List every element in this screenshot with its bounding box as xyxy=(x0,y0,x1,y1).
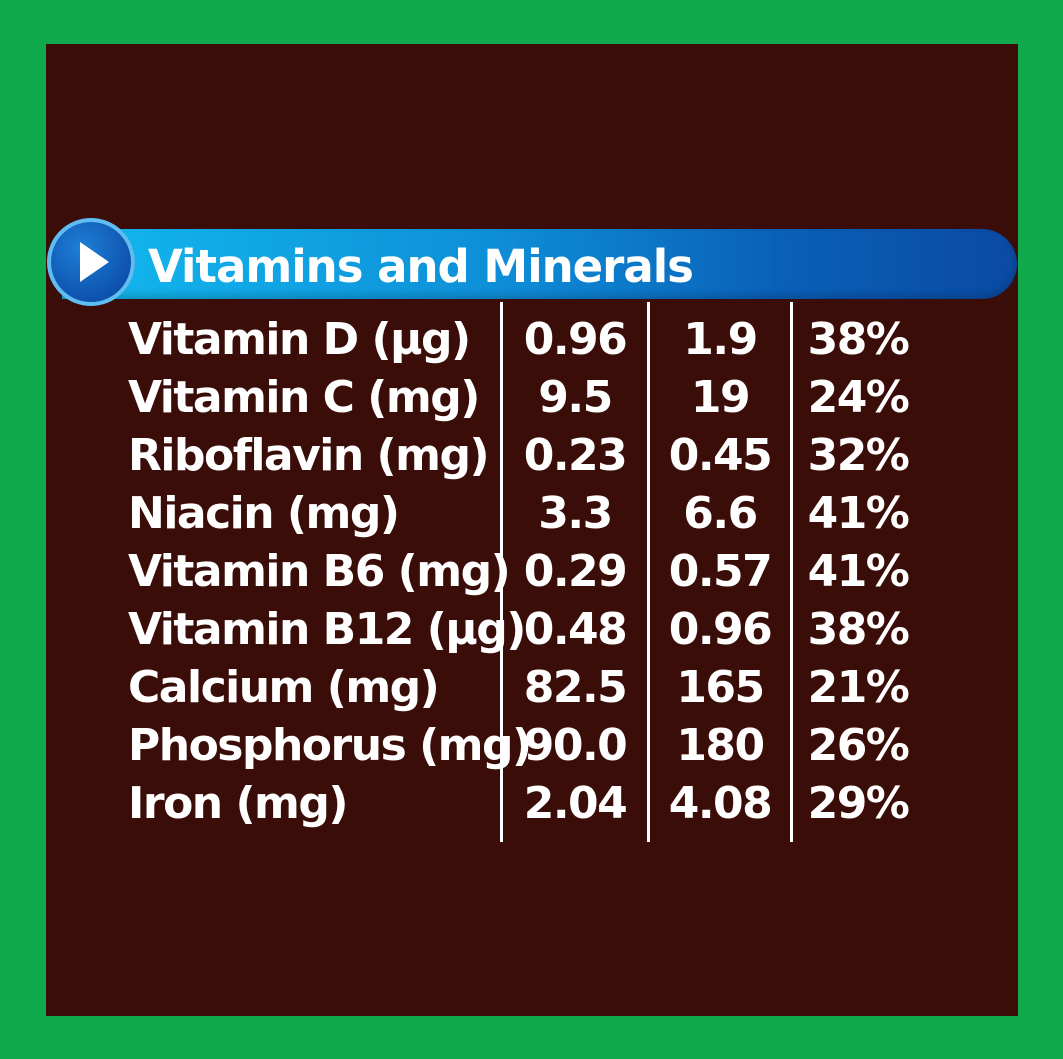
nutrient-name: Vitamin B6 (mg) xyxy=(128,546,511,597)
value-col1: 0.48 xyxy=(523,604,628,655)
value-col1: 3.3 xyxy=(538,488,613,539)
value-col2: 0.96 xyxy=(668,604,773,655)
nutrient-name: Phosphorus (mg) xyxy=(128,720,532,771)
table-row: Iron (mg) 2.04 4.08 29% xyxy=(0,775,1063,833)
table-row: Vitamin C (mg) 9.5 19 24% xyxy=(0,369,1063,427)
column-divider xyxy=(647,302,650,842)
value-col2: 0.57 xyxy=(668,546,773,597)
section-title: Vitamins and Minerals xyxy=(148,240,694,293)
value-col1: 90.0 xyxy=(523,720,628,771)
nutrient-name: Calcium (mg) xyxy=(128,662,440,713)
value-col1: 0.96 xyxy=(523,314,628,365)
column-divider xyxy=(500,302,503,842)
value-col1: 0.23 xyxy=(523,430,628,481)
value-col1: 2.04 xyxy=(523,778,628,829)
value-col2: 1.9 xyxy=(683,314,758,365)
value-col3: 26% xyxy=(807,720,910,771)
value-col3: 41% xyxy=(807,488,910,539)
table-row: Calcium (mg) 82.5 165 21% xyxy=(0,659,1063,717)
nutrient-name: Iron (mg) xyxy=(128,778,349,829)
column-divider xyxy=(790,302,793,842)
play-arrow-icon xyxy=(47,218,135,306)
table-row: Vitamin B6 (mg) 0.29 0.57 41% xyxy=(0,543,1063,601)
section-banner xyxy=(62,229,1017,299)
value-col2: 4.08 xyxy=(668,778,773,829)
table-row: Vitamin D (µg) 0.96 1.9 38% xyxy=(0,311,1063,369)
value-col2: 19 xyxy=(690,372,751,423)
value-col3: 32% xyxy=(807,430,910,481)
value-col3: 29% xyxy=(807,778,910,829)
table-row: Phosphorus (mg) 90.0 180 26% xyxy=(0,717,1063,775)
nutrient-name: Riboflavin (mg) xyxy=(128,430,490,481)
value-col3: 24% xyxy=(807,372,910,423)
nutrient-name: Vitamin B12 (µg) xyxy=(128,604,526,655)
content-panel xyxy=(46,44,1018,1016)
value-col1: 82.5 xyxy=(523,662,628,713)
nutrient-name: Niacin (mg) xyxy=(128,488,400,539)
value-col2: 6.6 xyxy=(683,488,758,539)
nutrient-name: Vitamin D (µg) xyxy=(128,314,471,365)
value-col2: 0.45 xyxy=(668,430,773,481)
nutrient-name: Vitamin C (mg) xyxy=(128,372,480,423)
value-col1: 9.5 xyxy=(538,372,613,423)
table-row: Niacin (mg) 3.3 6.6 41% xyxy=(0,485,1063,543)
value-col3: 38% xyxy=(807,314,910,365)
table-row: Vitamin B12 (µg) 0.48 0.96 38% xyxy=(0,601,1063,659)
value-col1: 0.29 xyxy=(523,546,628,597)
value-col3: 41% xyxy=(807,546,910,597)
value-col3: 38% xyxy=(807,604,910,655)
value-col3: 21% xyxy=(807,662,910,713)
value-col2: 180 xyxy=(676,720,765,771)
table-row: Riboflavin (mg) 0.23 0.45 32% xyxy=(0,427,1063,485)
value-col2: 165 xyxy=(676,662,765,713)
